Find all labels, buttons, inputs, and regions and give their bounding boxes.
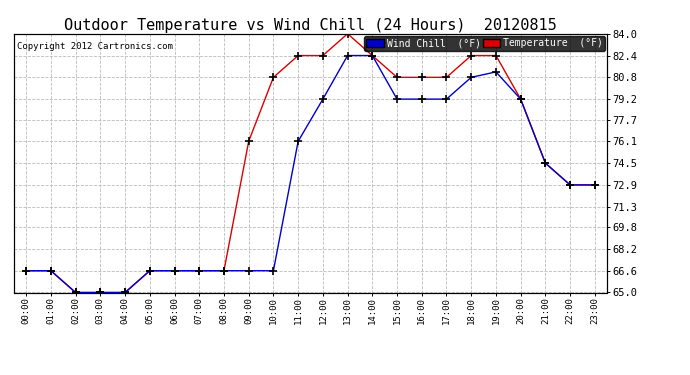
Legend: Wind Chill  (°F), Temperature  (°F): Wind Chill (°F), Temperature (°F)	[364, 36, 605, 51]
Title: Outdoor Temperature vs Wind Chill (24 Hours)  20120815: Outdoor Temperature vs Wind Chill (24 Ho…	[64, 18, 557, 33]
Text: Copyright 2012 Cartronics.com: Copyright 2012 Cartronics.com	[17, 42, 172, 51]
